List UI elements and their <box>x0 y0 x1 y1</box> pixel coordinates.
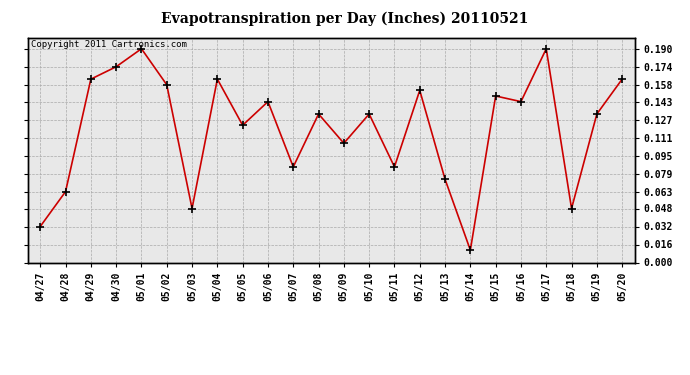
Text: Evapotranspiration per Day (Inches) 20110521: Evapotranspiration per Day (Inches) 2011… <box>161 11 529 26</box>
Text: Copyright 2011 Cartronics.com: Copyright 2011 Cartronics.com <box>30 40 186 49</box>
